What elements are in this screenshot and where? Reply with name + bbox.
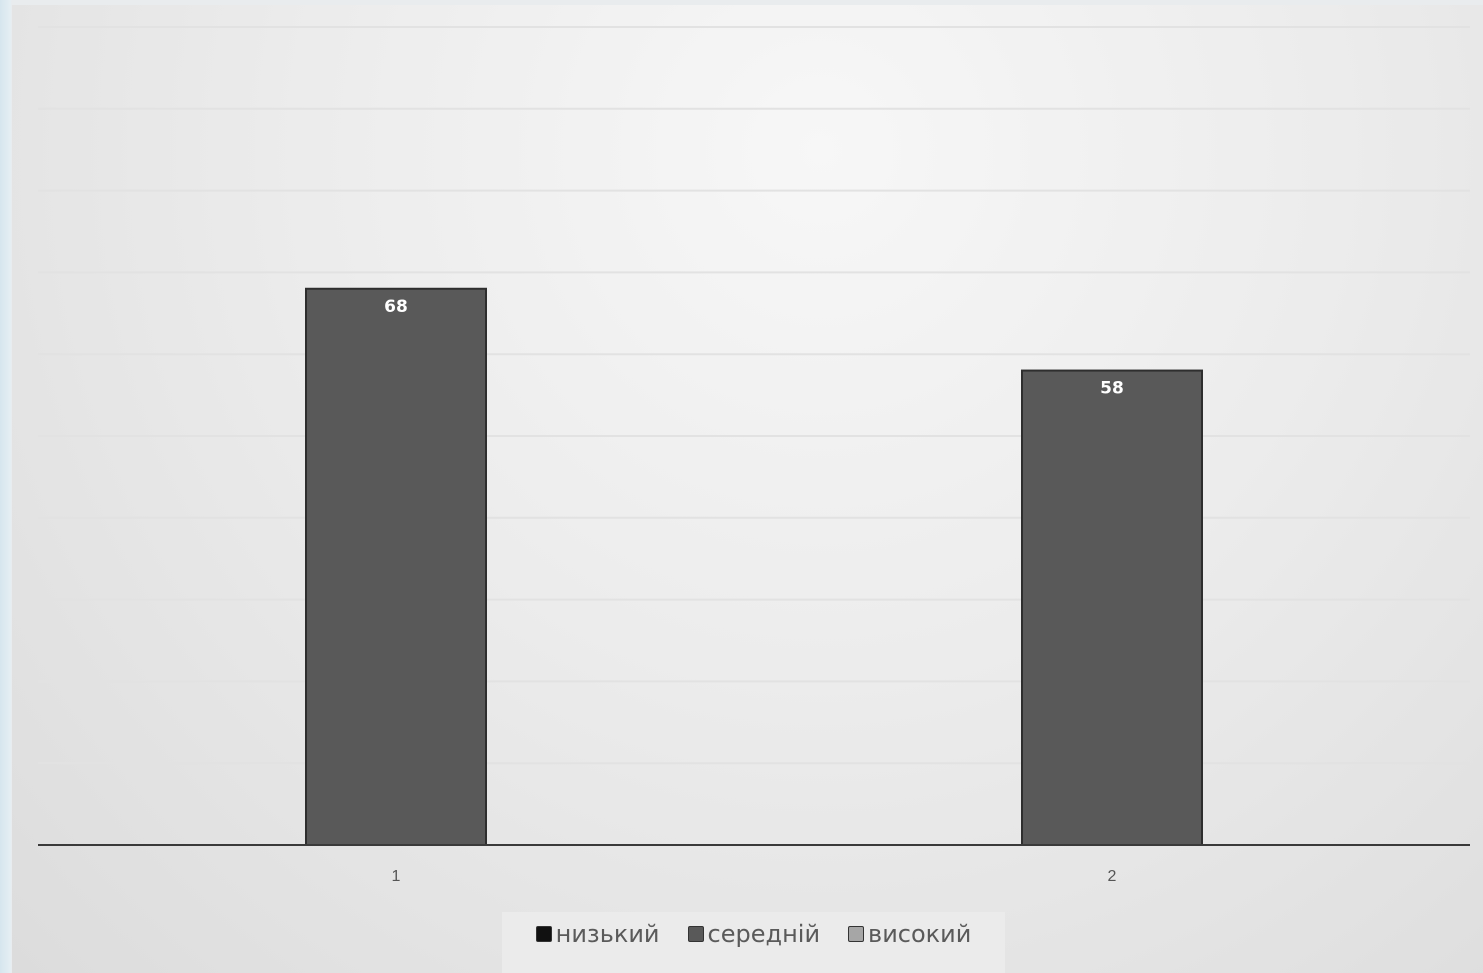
legend-entry-low: низький	[535, 920, 660, 948]
legend-swatch-low	[535, 926, 552, 942]
data-label-2: 58	[1100, 379, 1124, 399]
x-tick-label-2: 2	[1108, 868, 1117, 885]
legend-swatch-high	[848, 926, 865, 942]
legend-swatch-medium	[687, 926, 704, 942]
x-tick-label-1: 1	[392, 868, 401, 885]
data-labels: 68 58	[384, 297, 1124, 399]
legend-entry-medium: середній	[687, 920, 821, 948]
gridlines	[38, 26, 1470, 765]
legend: низький середній високий	[502, 912, 1005, 973]
legend-entry-high: високий	[848, 920, 971, 948]
bar-2	[1021, 369, 1203, 846]
legend-label-medium: середній	[707, 920, 821, 948]
bar-1	[305, 287, 487, 846]
bars	[305, 287, 1203, 846]
legend-label-high: високий	[868, 920, 972, 948]
data-label-1: 68	[384, 297, 408, 317]
legend-label-low: низький	[555, 920, 660, 948]
chart-area	[12, 5, 1483, 973]
